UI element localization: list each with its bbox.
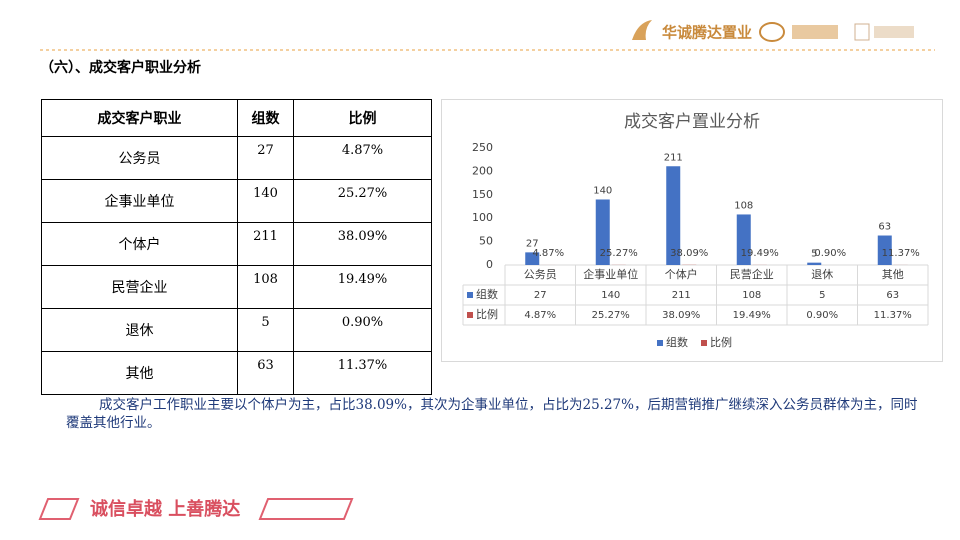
legend-key	[657, 340, 663, 346]
footer-shape	[258, 498, 354, 520]
logo-text: 华诚腾达置业	[662, 24, 752, 42]
bar	[807, 262, 822, 265]
legend-label: 比例	[710, 335, 732, 349]
table-value: 25.27%	[592, 310, 630, 321]
data-label: 4.87%	[532, 248, 564, 259]
data-label: 211	[664, 152, 683, 163]
table-cell: 公务员	[41, 136, 238, 180]
data-table: 成交客户职业 组数 比例 公务员 27 4.87% 企事业单位 140 25.27% 个体户 211…	[41, 99, 432, 395]
x-tick-label: 民营企业	[730, 267, 774, 281]
table-value: 19.49%	[733, 310, 771, 321]
table-cell: 27	[237, 136, 294, 180]
table-cell: 个体户	[41, 222, 238, 266]
table-row: 公务员 27 4.87%	[41, 136, 432, 180]
legend-label: 组数	[666, 335, 688, 349]
data-label: 25.27%	[600, 248, 638, 259]
table-series-name: 比例	[476, 307, 498, 321]
table-cell: 组数	[237, 99, 294, 137]
table-value: 4.87%	[524, 310, 556, 321]
header-bar: 华诚腾达置业	[40, 20, 935, 51]
logo-icon	[632, 20, 652, 40]
footer: 诚信卓越 上善腾达	[38, 498, 354, 520]
x-tick-label: 企事业单位	[583, 267, 638, 281]
data-label: 0.90%	[814, 248, 846, 259]
data-label: 27	[526, 238, 539, 249]
table-series-name: 组数	[476, 287, 498, 301]
table-value: 211	[672, 290, 691, 301]
data-label: 140	[593, 185, 612, 196]
data-label: 11.37%	[882, 248, 920, 259]
table-value: 63	[886, 290, 899, 301]
legend-key	[701, 340, 707, 346]
data-label: 5	[811, 249, 817, 260]
x-tick-label: 个体户	[665, 267, 698, 281]
logo-icon	[854, 23, 870, 41]
x-tick-label: 其他	[882, 268, 904, 281]
data-label: 38.09%	[670, 248, 708, 259]
table-row: 民营企业 108 19.49%	[41, 265, 432, 309]
y-tick-label: 200	[472, 164, 493, 177]
table-row: 企事业单位 140 25.27%	[41, 179, 432, 223]
table-cell: 19.49%	[293, 265, 432, 309]
logo-icon	[874, 26, 914, 38]
chart: 成交客户置业分析 050100150200250公务员27274.87%4.87…	[441, 99, 943, 362]
table-cell: 民营企业	[41, 265, 238, 309]
chart-frame	[441, 99, 943, 362]
table-row: 退休 5 0.90%	[41, 308, 432, 352]
table-value: 0.90%	[806, 310, 838, 321]
logo-icon	[759, 22, 785, 42]
table-cell: 比例	[293, 99, 432, 137]
table-value: 11.37%	[874, 310, 912, 321]
x-tick-label: 公务员	[524, 268, 557, 281]
bar	[877, 235, 892, 265]
table-cell: 0.90%	[293, 308, 432, 352]
table-row: 个体户 211 38.09%	[41, 222, 432, 266]
footer-shape	[38, 498, 80, 520]
summary: 成交客户工作职业主要以个体户为主，占比38.09%，其次为企事业单位，占比为25…	[66, 397, 918, 431]
legend-key	[467, 292, 473, 298]
table-value: 140	[601, 290, 620, 301]
table-cell: 63	[237, 351, 294, 395]
legend-key	[467, 312, 473, 318]
table-cell: 5	[237, 308, 294, 352]
table-cell: 其他	[41, 351, 238, 395]
table-cell: 108	[237, 265, 294, 309]
y-tick-label: 250	[472, 141, 493, 154]
table-cell: 211	[237, 222, 294, 266]
table-cell: 140	[237, 179, 294, 223]
table-cell: 38.09%	[293, 222, 432, 266]
data-label: 19.49%	[741, 248, 779, 259]
table-row: 其他 63 11.37%	[41, 351, 432, 395]
y-tick-label: 150	[472, 188, 493, 201]
logo-icon	[792, 25, 838, 39]
data-label: 63	[878, 222, 891, 233]
bar	[736, 214, 751, 265]
x-tick-label: 退休	[811, 268, 833, 281]
table-cell: 成交客户职业	[41, 99, 238, 137]
y-tick-label: 0	[486, 258, 493, 271]
bar	[595, 199, 610, 265]
section-title: （六）、成交客户职业分析	[40, 60, 201, 76]
table-row: 成交客户职业 组数 比例	[41, 99, 432, 137]
table-value: 38.09%	[662, 310, 700, 321]
chart-title: 成交客户置业分析	[624, 112, 760, 132]
table-cell: 11.37%	[293, 351, 432, 395]
table-cell: 25.27%	[293, 179, 432, 223]
bar	[525, 252, 540, 265]
table-cell: 退休	[41, 308, 238, 352]
bar	[666, 166, 681, 265]
table-value: 5	[819, 290, 825, 301]
y-tick-label: 50	[479, 235, 493, 248]
data-label: 108	[734, 200, 753, 211]
slogan: 诚信卓越 上善腾达	[90, 498, 240, 520]
table-cell: 企事业单位	[41, 179, 238, 223]
table-cell: 4.87%	[293, 136, 432, 180]
table-value: 27	[534, 290, 547, 301]
y-tick-label: 100	[472, 211, 493, 224]
table-value: 108	[742, 290, 761, 301]
